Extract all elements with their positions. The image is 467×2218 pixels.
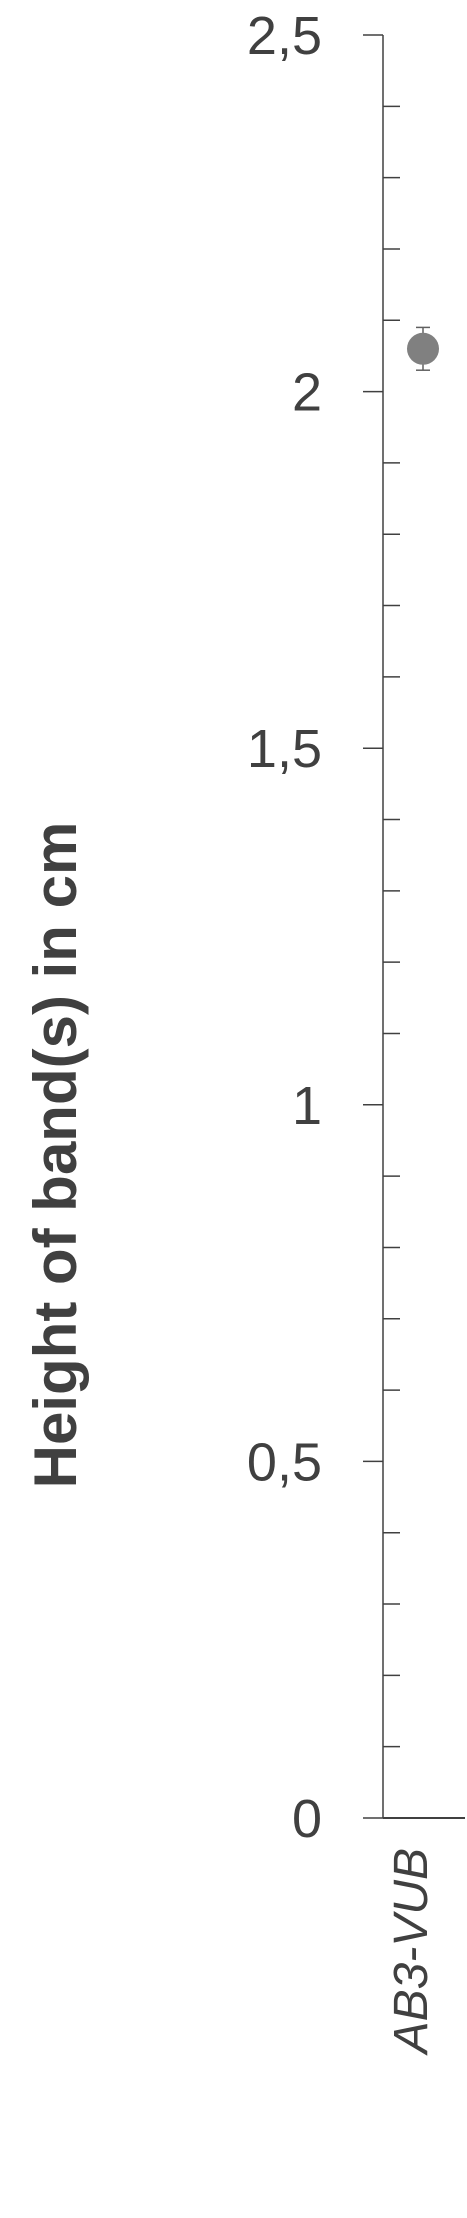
category-label: AB3-VUB — [385, 1848, 438, 2056]
y-tick-label: 1,5 — [247, 719, 322, 779]
data-marks — [407, 326, 439, 371]
y-tick-label: 0,5 — [247, 1432, 322, 1492]
y-tick-label: 2 — [292, 363, 322, 423]
y-axis-title: Height of band(s) in cm — [22, 822, 89, 1489]
y-tick-label: 0 — [292, 1789, 322, 1849]
y-tick-label: 2,5 — [247, 6, 322, 66]
y-tick-label: 1 — [292, 1076, 322, 1136]
y-axis — [363, 34, 465, 1819]
data-point — [407, 332, 439, 365]
axis-labels: Height of band(s) in cm 0 0,5 1 1,5 2 2,5 AB3-… — [22, 6, 438, 2056]
